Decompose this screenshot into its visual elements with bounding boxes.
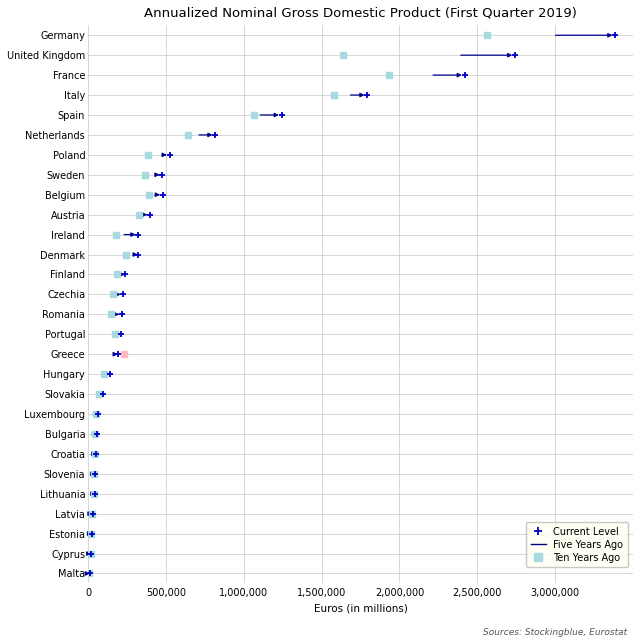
Text: Sources: Stockingblue, Eurostat: Sources: Stockingblue, Eurostat	[483, 628, 627, 637]
Legend: Current Level, Five Years Ago, Ten Years Ago: Current Level, Five Years Ago, Ten Years…	[526, 522, 628, 568]
X-axis label: Euros (in millions): Euros (in millions)	[314, 604, 408, 614]
Title: Annualized Nominal Gross Domestic Product (First Quarter 2019): Annualized Nominal Gross Domestic Produc…	[144, 7, 577, 20]
